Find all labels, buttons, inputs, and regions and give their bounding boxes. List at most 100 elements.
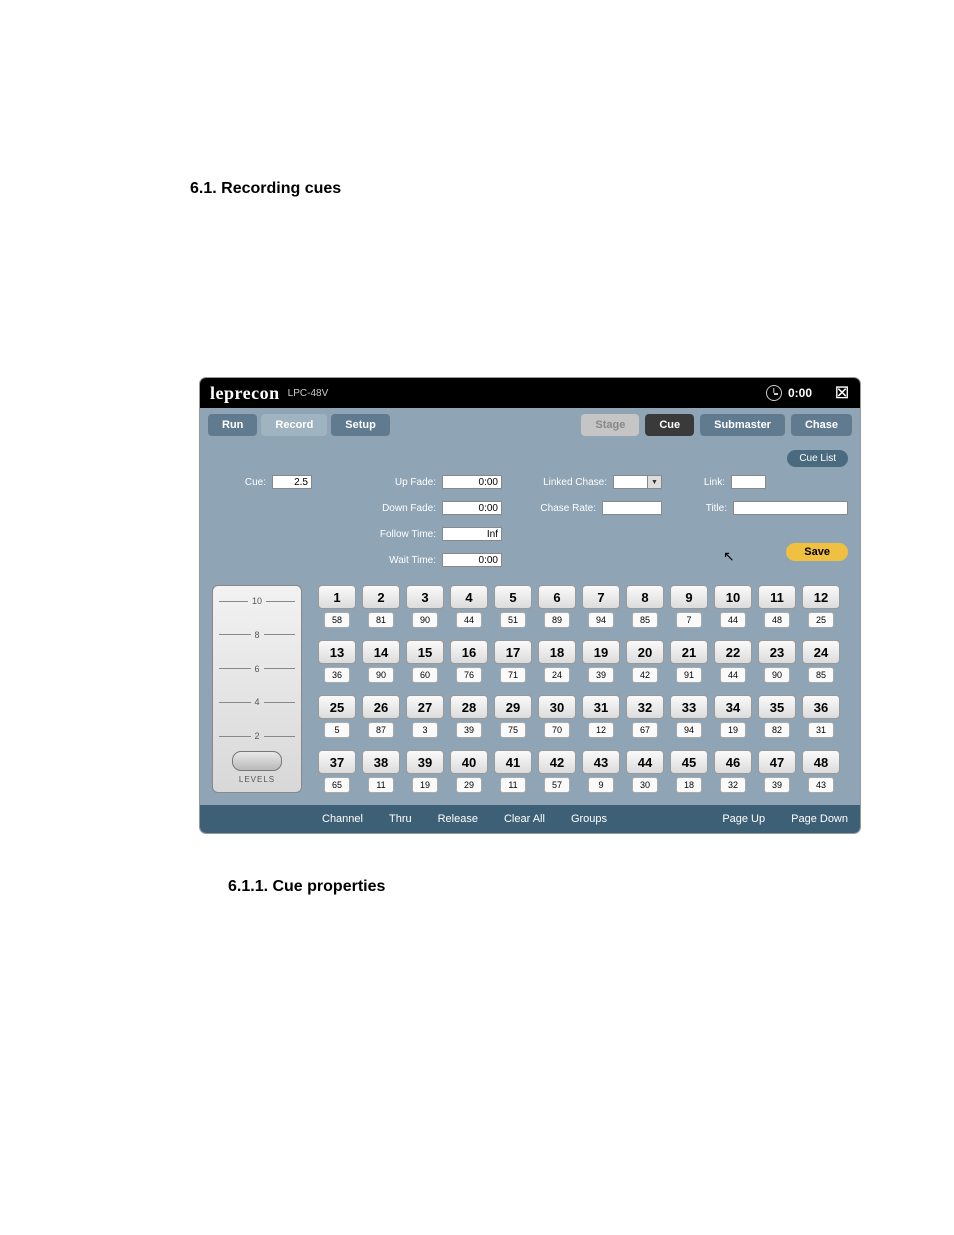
channel-button[interactable]: 35 — [758, 695, 796, 719]
tab-submaster[interactable]: Submaster — [700, 414, 785, 436]
dropdown-icon[interactable]: ▼ — [648, 475, 662, 489]
channel-cell: 3582 — [758, 695, 796, 738]
bb-pagedown[interactable]: Page Down — [791, 813, 848, 825]
channel-cell: 2191 — [670, 640, 708, 683]
channel-button[interactable]: 28 — [450, 695, 488, 719]
title-input[interactable] — [733, 501, 848, 515]
channel-value: 81 — [368, 612, 394, 628]
bb-pageup[interactable]: Page Up — [722, 813, 765, 825]
channel-cell: 2244 — [714, 640, 752, 683]
channel-button[interactable]: 2 — [362, 585, 400, 609]
model-label: LPC-48V — [288, 388, 329, 399]
channel-button[interactable]: 5 — [494, 585, 532, 609]
channel-button[interactable]: 3 — [406, 585, 444, 609]
clock-group: 0:00 — [766, 385, 812, 401]
channel-button[interactable]: 23 — [758, 640, 796, 664]
channel-cell: 4111 — [494, 750, 532, 793]
cuelist-row: Cue List — [212, 450, 848, 467]
channel-row: 3765381139194029411142574394430451846324… — [318, 750, 848, 793]
channel-button[interactable]: 13 — [318, 640, 356, 664]
linked-dropdown[interactable]: ▼ — [613, 475, 662, 489]
chaserate-input[interactable] — [602, 501, 662, 515]
linked-label: Linked Chase: — [543, 477, 607, 488]
channel-button[interactable]: 43 — [582, 750, 620, 774]
channel-button[interactable]: 39 — [406, 750, 444, 774]
channel-button[interactable]: 17 — [494, 640, 532, 664]
tab-setup[interactable]: Setup — [331, 414, 390, 436]
tab-record[interactable]: Record — [261, 414, 327, 436]
channel-button[interactable]: 18 — [538, 640, 576, 664]
wait-input[interactable] — [442, 553, 502, 567]
channel-button[interactable]: 32 — [626, 695, 664, 719]
channel-button[interactable]: 40 — [450, 750, 488, 774]
cue-input[interactable] — [272, 475, 312, 489]
channel-button[interactable]: 6 — [538, 585, 576, 609]
channel-value: 11 — [500, 777, 526, 793]
channel-cell: 3631 — [802, 695, 840, 738]
channel-button[interactable]: 33 — [670, 695, 708, 719]
channel-button[interactable]: 10 — [714, 585, 752, 609]
channel-button[interactable]: 41 — [494, 750, 532, 774]
linked-input[interactable] — [613, 475, 648, 489]
scale-tick: 8 — [255, 630, 260, 640]
channel-button[interactable]: 8 — [626, 585, 664, 609]
bb-clearall[interactable]: Clear All — [504, 813, 545, 825]
channel-value: 36 — [324, 667, 350, 683]
upfade-label: Up Fade: — [395, 477, 436, 488]
fader-handle[interactable] — [232, 751, 282, 771]
channel-button[interactable]: 11 — [758, 585, 796, 609]
channel-button[interactable]: 48 — [802, 750, 840, 774]
tab-cue[interactable]: Cue — [645, 414, 694, 436]
channel-button[interactable]: 14 — [362, 640, 400, 664]
channel-button[interactable]: 29 — [494, 695, 532, 719]
channel-button[interactable]: 19 — [582, 640, 620, 664]
channel-button[interactable]: 36 — [802, 695, 840, 719]
channel-button[interactable]: 9 — [670, 585, 708, 609]
channel-value: 87 — [368, 722, 394, 738]
upfade-input[interactable] — [442, 475, 502, 489]
channel-button[interactable]: 31 — [582, 695, 620, 719]
channel-button[interactable]: 30 — [538, 695, 576, 719]
channel-button[interactable]: 34 — [714, 695, 752, 719]
channel-button[interactable]: 46 — [714, 750, 752, 774]
downfade-input[interactable] — [442, 501, 502, 515]
channel-button[interactable]: 4 — [450, 585, 488, 609]
cuelist-button[interactable]: Cue List — [787, 450, 848, 467]
channel-button[interactable]: 12 — [802, 585, 840, 609]
channel-button[interactable]: 38 — [362, 750, 400, 774]
link-input[interactable] — [731, 475, 766, 489]
close-icon[interactable]: ⊠ — [834, 385, 850, 401]
channel-value: 48 — [764, 612, 790, 628]
channel-button[interactable]: 37 — [318, 750, 356, 774]
channel-button[interactable]: 25 — [318, 695, 356, 719]
channel-button[interactable]: 42 — [538, 750, 576, 774]
bb-release[interactable]: Release — [438, 813, 478, 825]
channel-button[interactable]: 27 — [406, 695, 444, 719]
channel-button[interactable]: 24 — [802, 640, 840, 664]
tab-run[interactable]: Run — [208, 414, 257, 436]
bb-thru[interactable]: Thru — [389, 813, 412, 825]
channel-value: 11 — [368, 777, 394, 793]
channel-button[interactable]: 1 — [318, 585, 356, 609]
channel-button[interactable]: 16 — [450, 640, 488, 664]
channel-button[interactable]: 7 — [582, 585, 620, 609]
channel-value: 19 — [720, 722, 746, 738]
bb-channel[interactable]: Channel — [322, 813, 363, 825]
channel-cell: 4518 — [670, 750, 708, 793]
channel-value: 25 — [808, 612, 834, 628]
save-button[interactable]: Save — [786, 543, 848, 561]
tab-stage[interactable]: Stage — [581, 414, 639, 436]
channel-button[interactable]: 21 — [670, 640, 708, 664]
link-label: Link: — [704, 477, 725, 488]
channel-button[interactable]: 47 — [758, 750, 796, 774]
channel-button[interactable]: 45 — [670, 750, 708, 774]
channel-button[interactable]: 26 — [362, 695, 400, 719]
channel-button[interactable]: 44 — [626, 750, 664, 774]
bb-groups[interactable]: Groups — [571, 813, 607, 825]
tab-chase[interactable]: Chase — [791, 414, 852, 436]
channel-button[interactable]: 20 — [626, 640, 664, 664]
follow-input[interactable] — [442, 527, 502, 541]
channel-value: 3 — [412, 722, 438, 738]
channel-button[interactable]: 15 — [406, 640, 444, 664]
channel-button[interactable]: 22 — [714, 640, 752, 664]
